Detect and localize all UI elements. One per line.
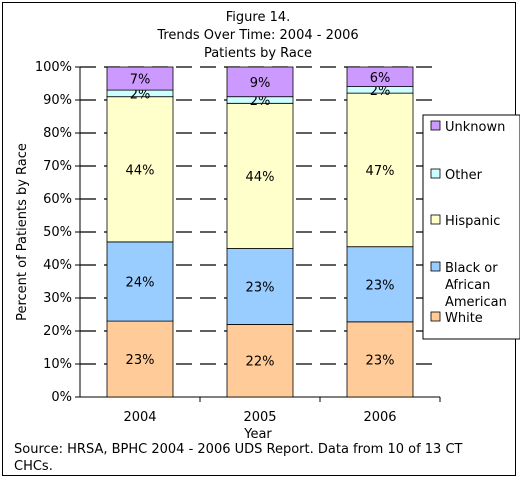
chart-title: Figure 14. Trends Over Time: 2004 - 2006… <box>156 10 358 61</box>
data-label: 23% <box>126 353 155 368</box>
legend-label: Hispanic <box>445 214 500 229</box>
data-label: 9% <box>250 76 271 91</box>
legend-swatch-unknown <box>430 120 441 131</box>
legend-swatch-hispanic <box>430 214 441 225</box>
y-axis-label: Percent of Patients by Race <box>15 143 30 321</box>
y-tick-label: 0% <box>51 390 72 405</box>
x-tick-label: 2004 <box>123 410 156 425</box>
bar-segment-unknown-2004 <box>106 66 174 91</box>
chart-title-line-3: Patients by Race <box>204 46 312 61</box>
data-label: 2% <box>370 84 391 99</box>
data-label: 44% <box>126 163 155 178</box>
legend-label: American <box>445 295 507 310</box>
data-label: 24% <box>126 276 155 291</box>
data-label: 23% <box>366 278 395 293</box>
bar-segment-black-or-african-american-2006 <box>346 246 414 323</box>
y-tick-label: 40% <box>43 258 72 273</box>
bar-segment-white-2004 <box>106 320 174 398</box>
x-axis-label: Year <box>243 427 272 442</box>
legend-swatch-white <box>430 311 441 322</box>
bar-segment-hispanic-2006 <box>346 92 414 248</box>
legend-label: Unknown <box>445 120 505 135</box>
y-tick-label: 10% <box>43 357 72 372</box>
x-tick-label: 2006 <box>363 410 396 425</box>
bar-segment-black-or-african-american-2005 <box>226 248 294 325</box>
bar-segment-white-2006 <box>346 321 414 398</box>
legend-label: Other <box>445 168 483 183</box>
data-label: 23% <box>246 280 275 295</box>
bar-segment-unknown-2005 <box>226 66 294 98</box>
bar-segment-unknown-2006 <box>346 66 414 88</box>
legend: Unknown Other Hispanic Black or African Ameri… <box>422 114 520 340</box>
source-note: Source: HRSA, BPHC 2004 - 2006 UDS Repor… <box>14 442 463 474</box>
data-label: 6% <box>370 71 391 86</box>
legend-box <box>422 114 520 340</box>
y-tick-label: 30% <box>43 291 72 306</box>
data-label: 47% <box>366 164 395 179</box>
y-tick-label: 100% <box>35 60 72 75</box>
bar-segment-black-or-african-american-2004 <box>106 241 174 322</box>
plot-area: 0% 10% 20% 30% 40% 50% 60% 70% 80% 90% 100% 23% 24% 4… <box>35 60 441 425</box>
bar-segment-white-2005 <box>226 323 294 398</box>
y-tick-label: 20% <box>43 324 72 339</box>
y-tick-label: 80% <box>43 126 72 141</box>
chart-title-line-1: Figure 14. <box>226 10 291 25</box>
chart-title-line-2: Trends Over Time: 2004 - 2006 <box>156 28 358 43</box>
y-tick-label: 90% <box>43 93 72 108</box>
data-label: 2% <box>250 94 271 109</box>
data-label: 22% <box>246 355 275 370</box>
bar-segment-hispanic-2004 <box>106 96 174 243</box>
x-tick-label: 2005 <box>243 410 276 425</box>
data-label: 44% <box>246 170 275 185</box>
data-label: 2% <box>130 87 151 102</box>
legend-label: African <box>445 278 490 293</box>
y-tick-label: 70% <box>43 159 72 174</box>
legend-swatch-black-or-african-american <box>430 261 441 272</box>
data-label: 23% <box>366 353 395 368</box>
legend-swatch-other <box>430 168 441 179</box>
y-tick-label: 60% <box>43 192 72 207</box>
y-tick-label: 50% <box>43 225 72 240</box>
legend-label: White <box>445 311 483 326</box>
data-label: 7% <box>130 73 151 88</box>
legend-label: Black or <box>445 261 498 276</box>
